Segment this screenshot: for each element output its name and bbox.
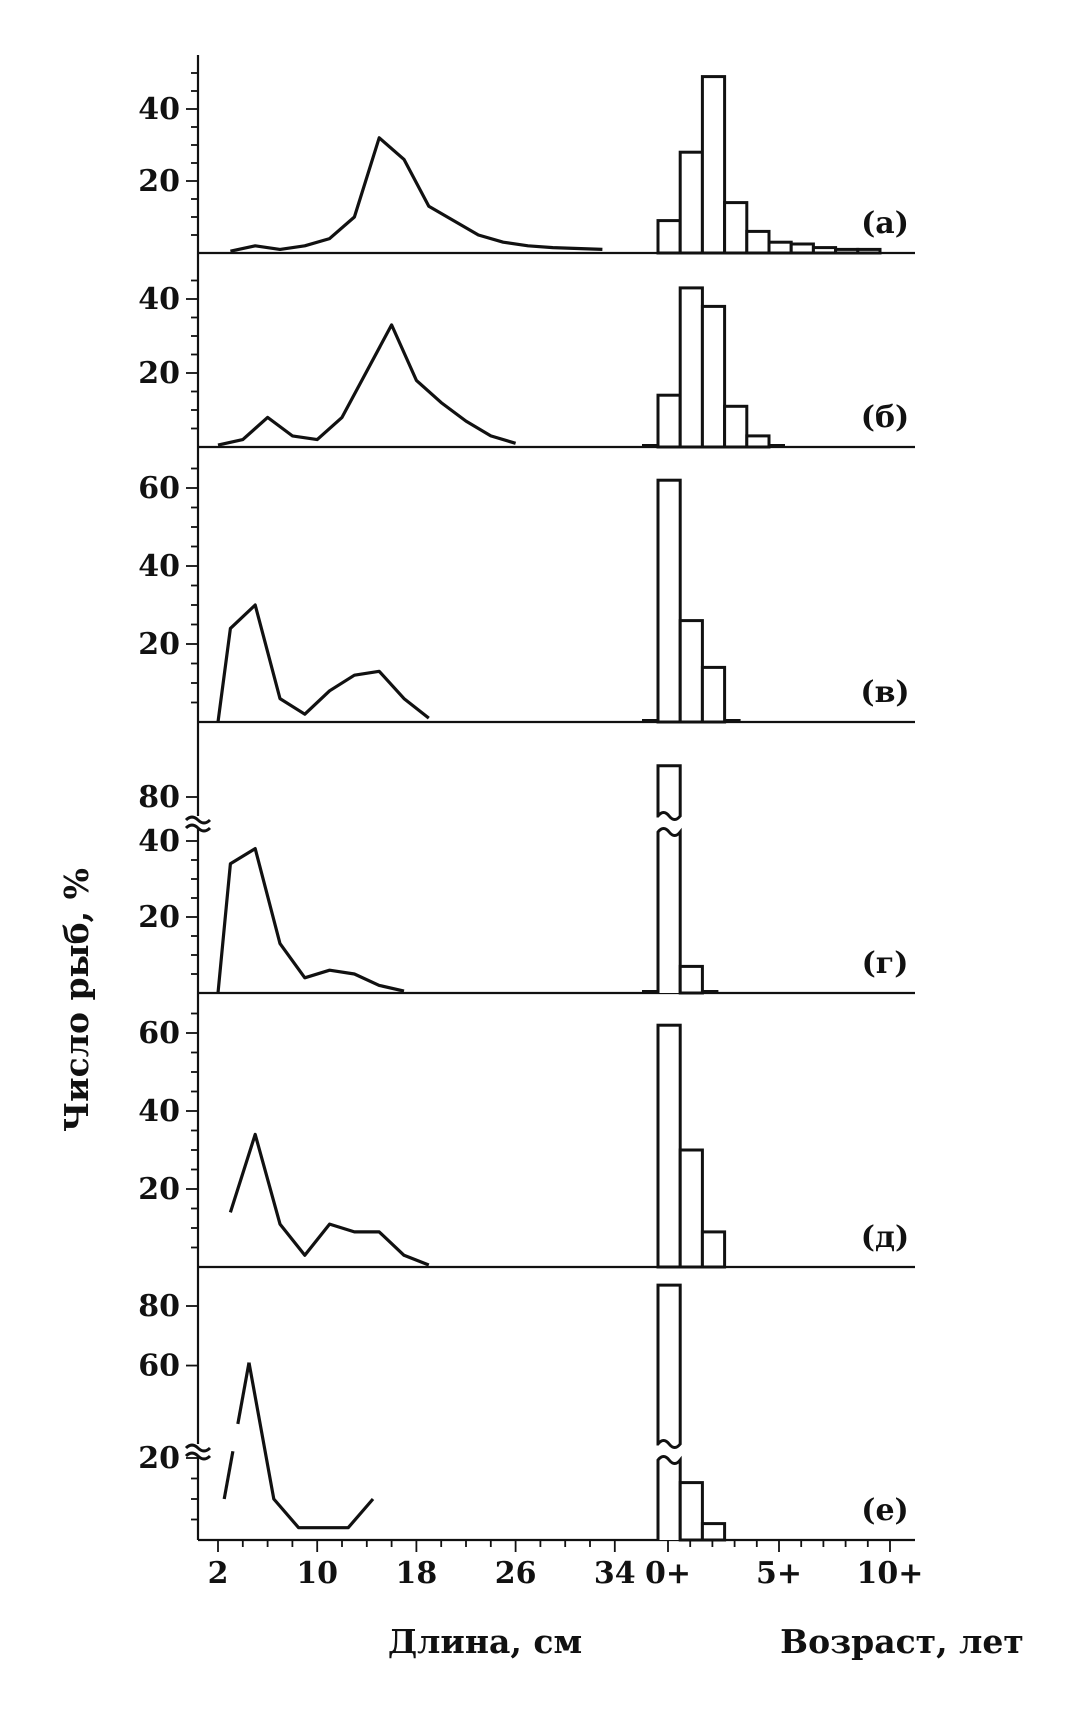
y-tick-label: 60: [138, 1016, 180, 1051]
x-tick-label: 18: [396, 1556, 438, 1591]
age-bar: [745, 434, 771, 449]
y-tick-label: 20: [138, 1441, 180, 1476]
age-bar: [700, 665, 727, 724]
age-bar: [834, 247, 860, 255]
y-tick-label: 60: [138, 471, 180, 506]
age-bar: [700, 1522, 727, 1542]
y-tick-label: 40: [138, 282, 180, 317]
age-bar: [656, 393, 682, 449]
age-tick-label: 10+: [857, 1556, 924, 1591]
age-bar: [700, 75, 727, 255]
y-tick-label: 20: [138, 900, 180, 935]
y-tick-label: 40: [138, 549, 180, 584]
age-bar: [789, 242, 815, 255]
age-tick-label: 5+: [756, 1556, 802, 1591]
length-curve: [216, 846, 405, 994]
age-bar: [678, 1481, 704, 1542]
length-curve: [247, 1362, 375, 1530]
axis-break-mark: [184, 1443, 212, 1453]
panel-label: (б): [861, 400, 909, 435]
length-curve: [216, 603, 430, 723]
axis-break-mark: [184, 815, 212, 825]
panel-label: (в): [860, 675, 909, 710]
age-bar: [856, 247, 882, 255]
y-tick-label: 20: [138, 164, 180, 199]
length-curve-segment: [236, 1362, 251, 1425]
y-tick-label: 80: [138, 1289, 180, 1324]
length-curve: [228, 1132, 430, 1267]
age-bar: [700, 304, 727, 449]
age-bar: [678, 964, 704, 995]
age-bar: [678, 286, 704, 449]
y-tick-label: 80: [138, 780, 180, 815]
age-bar-upper: [656, 764, 682, 821]
length-curve: [217, 323, 517, 447]
y-tick-label: 20: [138, 627, 180, 662]
axes-layer: [184, 55, 915, 1552]
panel-label: (а): [861, 206, 909, 241]
axis-break-mark: [184, 1451, 212, 1461]
x-tick-label: 2: [208, 1556, 229, 1591]
x-tick-label: 34: [594, 1556, 636, 1591]
marks-layer: [216, 75, 882, 1542]
age-bar: [723, 201, 749, 255]
y-tick-label: 40: [138, 92, 180, 127]
y-tick-label: 60: [138, 1349, 180, 1384]
x-tick-label: 26: [495, 1556, 537, 1591]
age-tick-label: 0+: [645, 1556, 691, 1591]
age-bar-lower: [656, 1455, 682, 1540]
labels-layer: 20 40 (а) 20 40 (б) 20 40 60 (в) 20 40 80 (г) 20 40 60 (д…: [138, 92, 923, 1591]
age-bar: [745, 229, 771, 255]
x-tick-label: 10: [296, 1556, 338, 1591]
age-bar: [767, 240, 793, 255]
age-bar: [811, 246, 838, 255]
y-tick-label: 40: [138, 1094, 180, 1129]
y-axis-title: Число рыб, %: [57, 868, 96, 1132]
panel-label: (е): [861, 1493, 908, 1528]
age-bar: [656, 478, 682, 724]
age-bar: [656, 219, 682, 255]
age-bar: [700, 1230, 727, 1269]
age-bar: [678, 150, 704, 255]
panel-label: (д): [861, 1220, 909, 1255]
age-bar: [656, 1023, 682, 1269]
length-curve-segment: [222, 1450, 235, 1500]
length-curve: [230, 136, 603, 253]
age-bar: [678, 1148, 704, 1269]
y-tick-label: 20: [138, 356, 180, 391]
x-axis-title-length: Длина, см: [388, 1622, 582, 1661]
y-tick-label: 40: [138, 824, 180, 859]
axis-break-mark: [184, 823, 212, 833]
y-tick-label: 20: [138, 1172, 180, 1207]
age-bar-upper: [656, 1283, 682, 1449]
age-bar: [678, 619, 704, 724]
panel-label: (г): [862, 946, 909, 981]
age-bar: [723, 404, 749, 449]
x-axis-title-age: Возраст, лет: [780, 1622, 1024, 1661]
age-bar-lower: [656, 827, 682, 993]
